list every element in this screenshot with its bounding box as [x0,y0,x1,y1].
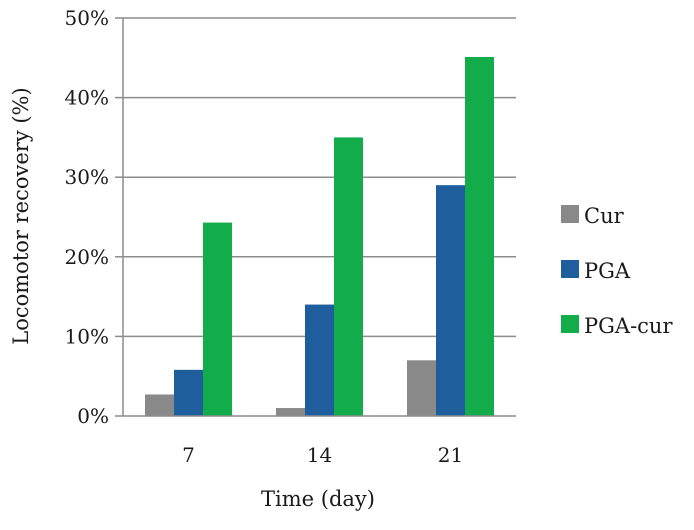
legend: Cur PGA PGA-cur [561,204,673,338]
legend-swatch-pga-cur [561,315,579,333]
bar-pga-14 [305,304,334,416]
x-tick-labels: 7 14 21 [182,443,463,467]
y-tick-label: 50% [65,6,109,30]
y-tick-label: 30% [65,165,109,189]
bar-cur-21 [407,360,436,416]
bars [145,57,494,417]
x-tick-label: 21 [438,443,463,467]
legend-label-pga-cur: PGA-cur [584,314,673,338]
y-tick-label: 20% [65,245,109,269]
axes [122,18,516,417]
bar-pga-cur-14 [334,137,363,416]
bar-cur-14 [276,408,305,416]
bar-pga-cur-7 [203,222,232,416]
bar-pga-cur-21 [465,57,494,417]
y-tick-labels: 0% 10% 20% 30% 40% 50% [65,6,123,428]
bar-pga-21 [436,185,465,416]
legend-label-pga: PGA [584,259,631,283]
bar-cur-7 [145,394,174,416]
legend-label-cur: Cur [584,204,625,228]
y-tick-label: 40% [65,86,109,110]
y-tick-label: 0% [77,404,109,428]
y-axis-label: Locomotor recovery (%) [9,87,33,344]
y-tick-label: 10% [65,324,109,348]
legend-swatch-cur [561,205,579,223]
x-tick-label: 14 [307,443,332,467]
x-tick-label: 7 [182,443,195,467]
bar-pga-7 [174,369,203,416]
x-axis-label: Time (day) [261,487,375,511]
legend-swatch-pga [561,260,579,278]
